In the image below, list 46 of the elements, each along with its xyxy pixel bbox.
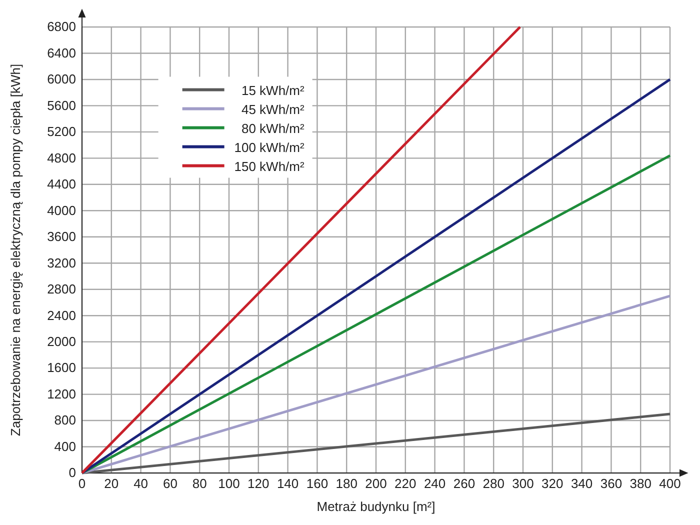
x-tick-label: 220 bbox=[394, 476, 416, 492]
x-tick-label: 60 bbox=[162, 476, 178, 492]
x-tick-label: 140 bbox=[276, 476, 299, 492]
legend-label: 45 kWh/m² bbox=[241, 102, 305, 117]
y-tick-label: 5600 bbox=[47, 98, 76, 113]
y-axis-title: Zapotrzebowanie na energię elektryczną dla pompy ciepła [kWh] bbox=[8, 64, 23, 436]
x-tick-label: 80 bbox=[192, 476, 207, 492]
y-tick-label: 6400 bbox=[47, 45, 76, 60]
y-tick-label: 0 bbox=[68, 465, 76, 480]
y-tick-label: 2800 bbox=[47, 282, 76, 297]
y-tick-label: 2000 bbox=[47, 334, 76, 349]
x-tick-label: 260 bbox=[453, 476, 476, 492]
x-tick-label: 380 bbox=[630, 476, 652, 492]
x-tick-label: 160 bbox=[306, 476, 328, 492]
y-tick-label: 800 bbox=[54, 412, 76, 428]
x-axis-title: Metraż budynku [m²] bbox=[316, 499, 436, 514]
x-tick-label: 320 bbox=[542, 476, 564, 492]
x-tick-label: 300 bbox=[512, 476, 534, 492]
legend-label: 150 kWh/m² bbox=[234, 158, 305, 174]
x-tick-label: 340 bbox=[570, 476, 593, 492]
y-tick-label: 3600 bbox=[47, 229, 76, 244]
y-tick-label: 4000 bbox=[47, 202, 76, 218]
x-tick-label: 100 bbox=[218, 476, 240, 492]
y-tick-label: 4800 bbox=[47, 150, 76, 166]
legend-label: 80 kWh/m² bbox=[241, 120, 305, 136]
y-tick-label: 5200 bbox=[47, 124, 76, 140]
y-tick-label: 6000 bbox=[47, 72, 76, 87]
x-tick-label: 280 bbox=[482, 476, 504, 492]
y-tick-label: 1600 bbox=[47, 360, 76, 376]
x-tick-label: 120 bbox=[248, 476, 270, 492]
x-tick-label: 20 bbox=[104, 476, 119, 492]
y-tick-label: 1200 bbox=[47, 386, 76, 402]
x-tick-label: 40 bbox=[134, 476, 148, 492]
legend-label: 15 kWh/m² bbox=[241, 82, 305, 98]
y-tick-label: 6800 bbox=[47, 19, 76, 34]
x-tick-label: 200 bbox=[365, 476, 387, 492]
x-tick-label: 360 bbox=[600, 476, 622, 492]
y-tick-label: 4400 bbox=[47, 176, 76, 192]
x-tick-label: 180 bbox=[336, 476, 358, 492]
x-tick-label: 0 bbox=[78, 476, 86, 492]
x-tick-label: 240 bbox=[424, 476, 446, 492]
legend-label: 100 kWh/m² bbox=[234, 140, 305, 155]
y-tick-label: 3200 bbox=[47, 255, 76, 270]
y-tick-label: 2400 bbox=[47, 308, 76, 323]
x-tick-label: 400 bbox=[659, 476, 681, 492]
y-tick-label: 400 bbox=[54, 438, 76, 454]
